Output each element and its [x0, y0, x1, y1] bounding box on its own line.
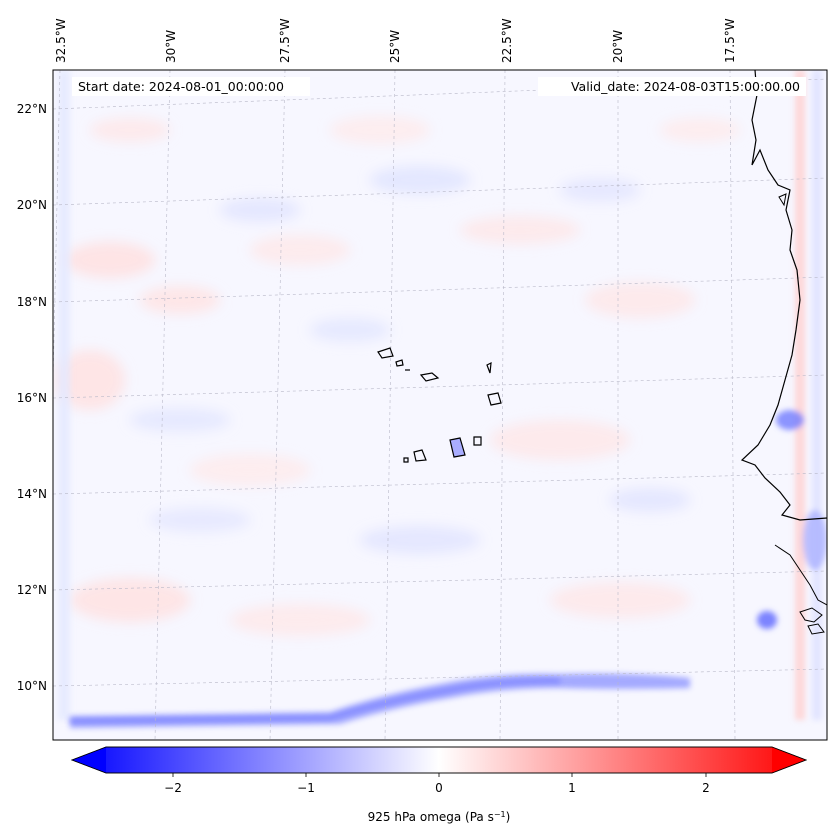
colorbar-high-extend	[772, 747, 806, 773]
valid-date-label: Valid_date: 2024-08-03T15:00:00.00	[571, 79, 800, 94]
latitude-ticks: 22°N 20°N 18°N 16°N 14°N 12°N 10°N	[17, 102, 47, 693]
lon-tick-label: 22.5°W	[500, 18, 514, 63]
lon-tick-label: 27.5°W	[278, 18, 292, 63]
colorbar-tick-label: −1	[297, 781, 315, 795]
cape-verde-islands	[377, 347, 502, 463]
colorbar-bar	[70, 746, 808, 774]
lat-tick-label: 22°N	[17, 102, 47, 116]
lon-tick-label: 32.5°W	[54, 18, 68, 63]
longitude-ticks: 32.5°W 30°W 27.5°W 25°W 22.5°W 20°W 17.5…	[54, 18, 737, 63]
map-frame	[52, 69, 828, 741]
lon-tick-label: 20°W	[611, 30, 625, 63]
lat-tick-label: 14°N	[17, 487, 47, 501]
map-panel	[53, 70, 827, 740]
african-coastline	[740, 70, 827, 521]
southern-convergence-band	[70, 673, 690, 728]
colorbar-tick-label: 2	[702, 781, 710, 795]
lon-tick-label: 25°W	[388, 30, 402, 63]
colorbar-tick-label: −2	[164, 781, 182, 795]
boundary-artifacts	[58, 70, 827, 720]
lat-tick-label: 10°N	[17, 679, 47, 693]
omega-field-shading	[55, 116, 740, 636]
colorbar-tick-label: 0	[435, 781, 443, 795]
lat-tick-label: 12°N	[17, 583, 47, 597]
gridlines	[53, 70, 827, 740]
lon-tick-label: 30°W	[164, 30, 178, 63]
lat-tick-label: 18°N	[17, 295, 47, 309]
start-date-label: Start date: 2024-08-01_00:00:00	[78, 79, 284, 94]
colorbar-tick-label: 1	[568, 781, 576, 795]
colorbar-low-extend	[72, 747, 106, 773]
lat-tick-label: 16°N	[17, 391, 47, 405]
colorbar-label: 925 hPa omega (Pa s−1)	[368, 810, 511, 825]
lon-tick-label: 17.5°W	[723, 18, 737, 63]
colorbar: −2 −1 0 1 2 925 hPa omega (Pa s−1)	[70, 746, 808, 825]
lat-tick-label: 20°N	[17, 198, 47, 212]
